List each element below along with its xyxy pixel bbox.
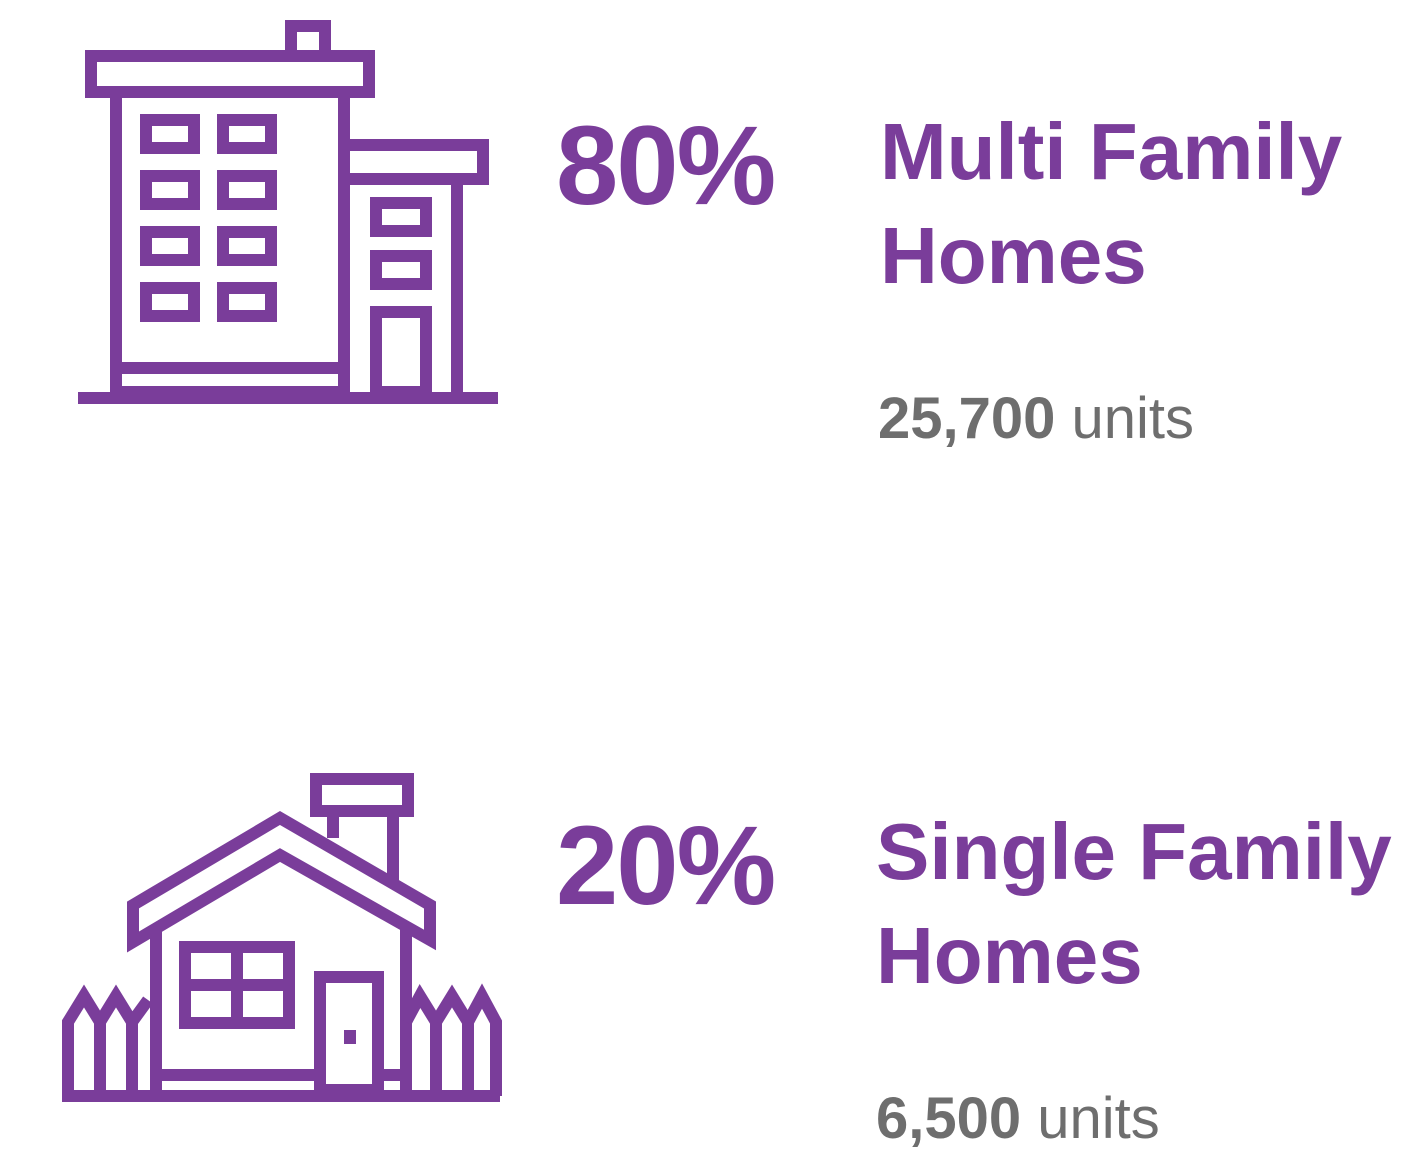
count: 25,700 <box>878 386 1056 451</box>
unit: units <box>1071 386 1195 451</box>
title: Single Family Homes <box>876 807 1392 1000</box>
unit: units <box>1037 1086 1160 1151</box>
percent: 20% <box>556 803 776 928</box>
units: 6,500 units <box>876 1090 1160 1148</box>
count: 6,500 <box>876 1086 1022 1151</box>
units: 25,700 units <box>878 390 1194 448</box>
house-icon <box>62 773 502 1102</box>
title: Multi Family Homes <box>880 107 1343 300</box>
apartment-icon <box>78 20 498 404</box>
percent: 80% <box>556 103 776 228</box>
